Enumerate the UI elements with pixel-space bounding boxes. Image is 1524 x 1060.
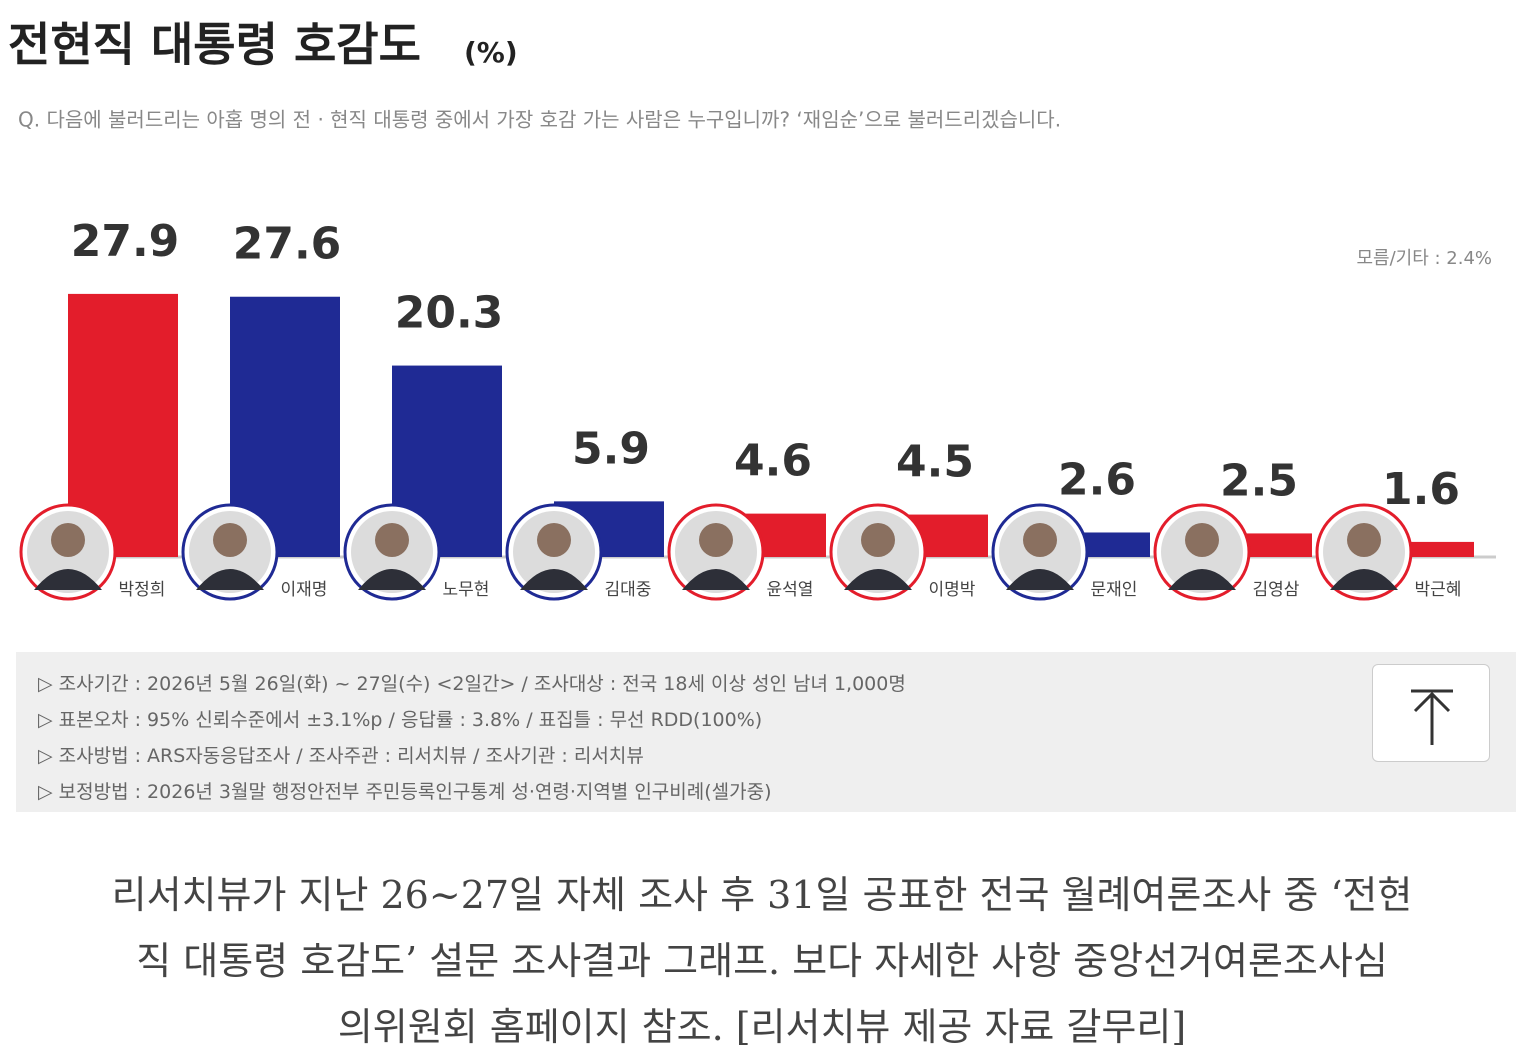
portrait — [181, 503, 279, 601]
caption-line: 직 대통령 호감도’ 설문 조사결과 그래프. 보다 자세한 사항 중앙선거여론… — [136, 939, 1388, 983]
category-label: 이명박 — [929, 580, 976, 600]
portrait-head — [1023, 523, 1057, 557]
chart: 전현직 대통령 호감도 (%) Q. 다음에 불러드리는 아홉 명의 전 · 현… — [8, 18, 1496, 601]
chart-title: 전현직 대통령 호감도 — [8, 18, 421, 72]
portrait-head — [1185, 523, 1219, 557]
portrait-body — [844, 569, 912, 590]
portrait-head — [51, 523, 85, 557]
value-label: 4.6 — [734, 436, 812, 487]
annotation: 모름/기타 : 2.4% — [1356, 248, 1492, 269]
portrait-body — [196, 569, 264, 590]
portrait-body — [34, 569, 102, 590]
category-label: 박정희 — [119, 580, 166, 600]
portrait-head — [537, 523, 571, 557]
note-line: ▷ 보정방법 : 2026년 3월말 행정안전부 주민등록인구통계 성·연령·지… — [38, 781, 772, 803]
caption-line: 의위원회 홈페이지 참조. [리서치뷰 제공 자료 갈무리] — [337, 1005, 1187, 1049]
subtitle: Q. 다음에 불러드리는 아홉 명의 전 · 현직 대통령 중에서 가장 호감 … — [18, 108, 1061, 132]
category-label: 김대중 — [605, 580, 652, 600]
portrait-head — [375, 523, 409, 557]
portrait — [1153, 503, 1251, 601]
category-label: 문재인 — [1091, 580, 1138, 600]
portrait-body — [358, 569, 426, 590]
title-unit: (%) — [464, 36, 518, 69]
scroll-top-button[interactable] — [1372, 664, 1490, 762]
portrait — [829, 503, 927, 601]
portrait — [667, 503, 765, 601]
caption-line: 리서치뷰가 지난 26~27일 자체 조사 후 31일 공표한 전국 월례여론조… — [111, 873, 1413, 917]
value-label: 2.5 — [1220, 455, 1298, 506]
caption: 리서치뷰가 지난 26~27일 자체 조사 후 31일 공표한 전국 월례여론조… — [0, 862, 1524, 1060]
portrait-head — [1347, 523, 1381, 557]
portrait-body — [1006, 569, 1074, 590]
value-label: 27.9 — [71, 216, 180, 267]
category-label: 노무현 — [443, 580, 490, 600]
value-label: 4.5 — [896, 437, 974, 488]
category-label: 김영삼 — [1253, 580, 1300, 600]
portrait-head — [213, 523, 247, 557]
portrait-body — [682, 569, 750, 590]
portrait-body — [1168, 569, 1236, 590]
value-label: 2.6 — [1058, 454, 1136, 505]
category-label: 윤석열 — [767, 580, 814, 600]
value-label: 27.6 — [233, 219, 342, 270]
portrait-head — [699, 523, 733, 557]
note-line: ▷ 조사기간 : 2026년 5월 26일(화) ~ 27일(수) <2일간> … — [38, 673, 906, 695]
portrait — [505, 503, 603, 601]
portrait — [991, 503, 1089, 601]
note-line: ▷ 표본오차 : 95% 신뢰수준에서 ±3.1%p / 응답률 : 3.8% … — [38, 709, 763, 731]
value-label: 1.6 — [1382, 464, 1460, 515]
portrait — [1315, 503, 1413, 601]
category-label: 박근혜 — [1415, 580, 1462, 600]
note-line: ▷ 조사방법 : ARS자동응답조사 / 조사주관 : 리서치뷰 / 조사기관 … — [38, 745, 644, 767]
portrait-head — [861, 523, 895, 557]
portrait-body — [520, 569, 588, 590]
value-label: 20.3 — [395, 288, 504, 339]
value-label: 5.9 — [572, 423, 650, 474]
portrait — [343, 503, 441, 601]
category-label: 이재명 — [281, 580, 328, 600]
portrait — [19, 503, 117, 601]
arrow-icon — [1411, 689, 1453, 745]
notes-box: ▷ 조사기간 : 2026년 5월 26일(화) ~ 27일(수) <2일간> … — [16, 652, 1516, 812]
portrait-body — [1330, 569, 1398, 590]
